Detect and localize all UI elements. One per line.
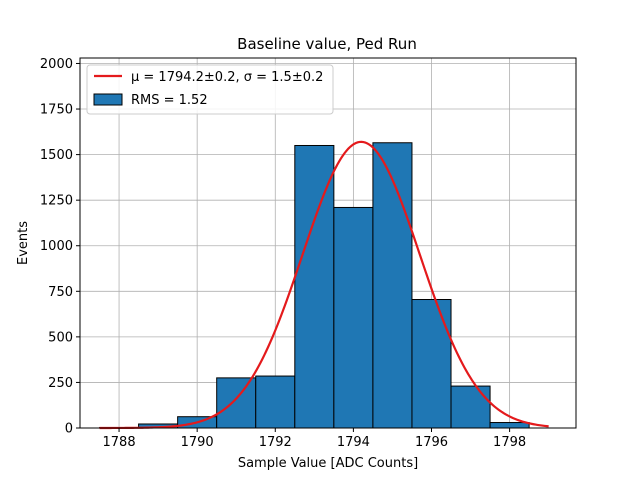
- x-tick-label: 1796: [415, 435, 448, 450]
- x-tick-label: 1798: [493, 435, 526, 450]
- histogram-bar: [255, 375, 296, 429]
- legend-hist-swatch: [93, 93, 123, 106]
- y-tick-label: 1000: [40, 239, 73, 254]
- x-axis-label: Sample Value [ADC Counts]: [238, 456, 418, 471]
- x-tick-label: 1788: [103, 435, 136, 450]
- plot-frame: [79, 57, 577, 429]
- y-tick-label: 500: [48, 330, 73, 345]
- x-axis-ticks: 1788 1790 1792 1794 1796 1798: [103, 428, 526, 450]
- histogram-bar: [294, 144, 335, 429]
- y-axis-label: Events: [16, 221, 31, 265]
- legend-hist-label: RMS = 1.52: [131, 93, 208, 108]
- histogram-bars: [99, 142, 530, 429]
- histogram-bar: [216, 377, 257, 429]
- x-tick-label: 1790: [181, 435, 214, 450]
- y-tick-label: 0: [65, 422, 73, 437]
- x-tick-label: 1794: [337, 435, 370, 450]
- gaussian-fit-curve: [99, 140, 549, 430]
- y-tick-label: 750: [48, 285, 73, 300]
- legend-fit-label: μ = 1794.2±0.2, σ = 1.5±0.2: [131, 70, 323, 85]
- histogram-bar: [450, 385, 491, 429]
- histogram-bar: [411, 299, 452, 429]
- histogram-bar: [489, 422, 530, 429]
- y-tick-label: 1750: [40, 103, 73, 118]
- y-tick-label: 2000: [40, 57, 73, 72]
- histogram-bar: [333, 206, 374, 429]
- chart-title: Baseline value, Ped Run: [237, 35, 417, 53]
- y-tick-label: 250: [48, 376, 73, 391]
- legend-box: [86, 64, 334, 115]
- histogram-bar: [372, 142, 413, 429]
- legend: μ = 1794.2±0.2, σ = 1.5±0.2 RMS = 1.52: [86, 64, 334, 115]
- y-tick-label: 1250: [40, 194, 73, 209]
- x-tick-label: 1792: [259, 435, 292, 450]
- y-tick-label: 1500: [40, 148, 73, 163]
- y-axis-ticks: 0 250 500 750 1000 1250 1500 1750 2000: [40, 57, 80, 437]
